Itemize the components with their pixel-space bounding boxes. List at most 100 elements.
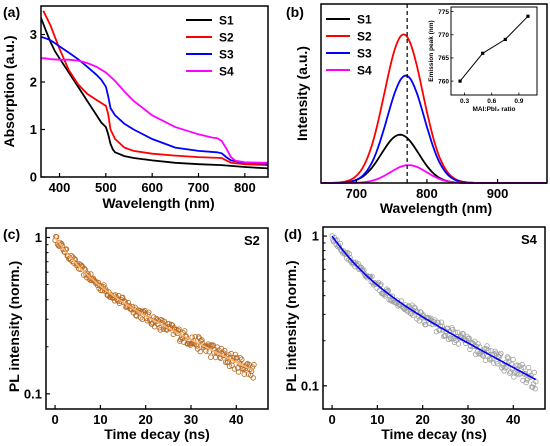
panel-a-legend-label-S2: S2 [219, 31, 234, 45]
panel-c-data-point [251, 361, 257, 368]
panel-d-data-points [329, 233, 539, 392]
panel-c-data-point [88, 271, 94, 277]
panel-d-data-point [447, 335, 453, 341]
panel-a-y-tick-label: 1 [30, 122, 37, 137]
panel-c-data-point [146, 309, 152, 315]
panel-d-data-point [448, 336, 454, 342]
panel-b-x-axis-label: Wavelength (nm) [380, 200, 492, 216]
panel-a-x-axis-label: Wavelength (nm) [102, 195, 214, 211]
panel-a-legend-label-S3: S3 [219, 48, 234, 62]
panel-d-data-point [479, 352, 485, 358]
panel-b-inset-y-axis-label: Emission peak (nm) [428, 20, 435, 81]
panel-c-data-point [97, 287, 104, 294]
panel-a-x-tick-label: 700 [188, 180, 210, 195]
panel-d-data-point [501, 368, 507, 374]
panel-a-plot-frame [40, 5, 269, 178]
panel-b-inset-point [458, 79, 462, 83]
panel-a-series-S1 [41, 17, 268, 170]
panel-d-data-point [519, 361, 525, 368]
panel-b-legend-label-S2: S2 [357, 30, 372, 44]
panel-d-sample-tag: S4 [521, 232, 538, 247]
panel-c-data-point [237, 355, 243, 361]
panel-d-data-point [486, 356, 493, 362]
panel-d-data-point [378, 281, 384, 287]
panel-b-inset-x-tick-label: 0.6 [487, 98, 496, 105]
panel-d-data-point [504, 354, 511, 360]
panel-d-data-point [510, 356, 516, 363]
panel-d-data-point [525, 364, 532, 371]
panel-d-data-point [511, 374, 517, 380]
panel-d-data-point [438, 319, 444, 325]
panel-c-data-point [197, 348, 203, 355]
panel-b-inset-line [459, 15, 529, 82]
panel-c-data-point [194, 343, 200, 349]
panel-b-inset-y-tick-label: 775 [438, 9, 449, 16]
panel-c-data-point [235, 369, 242, 375]
panel-c-x-tick-label: 20 [138, 412, 152, 427]
panel-a-y-axis-label: Absorption (a.u.) [1, 36, 17, 148]
panel-d-data-point [454, 329, 461, 335]
panel-b-y-axis-label: Intensity (a.u.) [294, 46, 310, 141]
panel-b-x-tick-label: 700 [345, 186, 367, 201]
panel-c-data-point [226, 363, 233, 369]
panel-c-data-point [234, 354, 240, 361]
panel-d-data-point [485, 348, 492, 354]
panel-a-legend-label-S4: S4 [219, 65, 234, 79]
panel-b-inset-x-tick-label: 0.9 [514, 98, 523, 105]
panel-d-data-point [505, 355, 511, 361]
panel-c-data-point [212, 354, 219, 361]
panel-d-letter: (d) [284, 226, 302, 242]
panel-a-series-S4 [41, 57, 268, 164]
panel-a-letter: (a) [3, 4, 20, 20]
panel-c-fit-curve [54, 237, 254, 372]
panel-a-y-tick-label: 0 [30, 170, 37, 185]
panel-d-x-axis-label: Time decay (ns) [381, 426, 487, 442]
panel-a-series-S3 [41, 36, 268, 165]
panel-a-x-tick-label: 400 [49, 180, 71, 195]
panel-d-data-point [455, 341, 462, 347]
panel-d-data-point [346, 251, 352, 257]
panel-d-data-point [490, 360, 497, 366]
panel-d-x-tick-label: 10 [370, 412, 384, 427]
panel-c-plot-frame [45, 227, 269, 410]
panel-c-data-point [225, 359, 231, 365]
panel-c-data-point [231, 366, 238, 372]
panel-d-y-tick-label: 0.1 [301, 378, 319, 393]
panel-c-letter: (c) [3, 226, 20, 242]
panel-a-legend-label-S1: S1 [219, 14, 234, 28]
panel-a-x-tick-label: 800 [234, 180, 256, 195]
panel-c-data-point [195, 334, 202, 340]
panel-b-plot-frame [320, 3, 548, 184]
panel-b-inset-x-axis-label: MAI:PbI₂ ratio [473, 106, 516, 113]
panel-c-data-points [52, 233, 257, 381]
panel-d-x-tick-label: 0 [328, 412, 335, 427]
panel-a-y-tick-label: 2 [30, 75, 37, 90]
panel-d-data-point [416, 318, 422, 324]
panel-b-inset-y-tick-label: 765 [438, 55, 449, 62]
panel-d-y-tick-label: 1 [312, 229, 319, 244]
panel-c-x-axis-label: Time decay (ns) [104, 426, 210, 442]
panel-b-inset-y-tick-label: 770 [438, 32, 449, 39]
panel-c-data-point [241, 371, 247, 377]
panel-c-y-tick-label: 1 [35, 230, 42, 245]
panel-d-data-point [435, 319, 441, 326]
panel-d-data-point [369, 273, 375, 279]
panel-b-letter: (b) [286, 4, 304, 20]
panel-b-x-tick-label: 800 [416, 186, 438, 201]
panel-c-x-tick-label: 40 [229, 412, 243, 427]
panel-d-data-point [514, 370, 520, 376]
panel-c-data-point [217, 355, 224, 362]
panel-b-x-tick-label: 900 [487, 186, 509, 201]
panel-b-inset-y-tick-label: 760 [438, 78, 449, 85]
panel-b-inset-x-tick-label: 0.3 [460, 98, 469, 105]
panel-c-x-tick-label: 10 [93, 412, 107, 427]
panel-d-data-point [412, 305, 418, 311]
panel-d-data-point [524, 377, 530, 383]
panel-b-inset-point [481, 51, 485, 55]
panel-b-legend-label-S4: S4 [357, 64, 372, 78]
panel-c-data-point [126, 303, 132, 309]
panel-d-data-point [466, 335, 472, 341]
panel-c-data-point [221, 347, 228, 354]
